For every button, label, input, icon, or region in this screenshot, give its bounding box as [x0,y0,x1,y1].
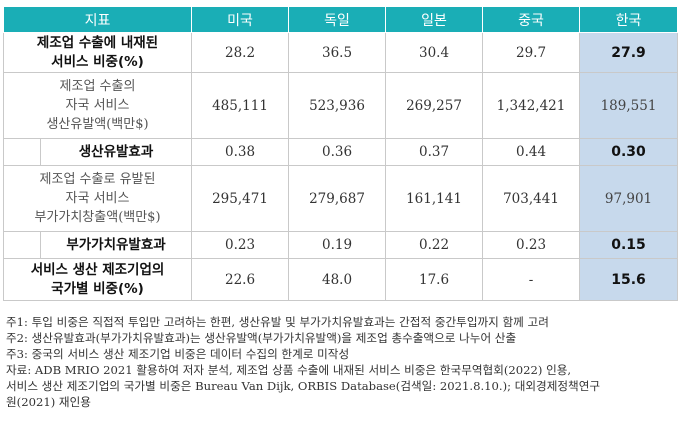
cell-usa: 0.23 [191,231,290,259]
cell-japan: 17.6 [385,258,484,301]
cell-germany: 48.0 [288,258,387,301]
table-row: 제조업 수출의 자국 서비스 생산유발액(백만$) 485,111 523,93… [2,72,679,139]
comparison-table: 지표 미국 독일 일본 중국 한국 제조업 수출에 내재된 서비스 비중(%) … [2,6,679,301]
cell-germany: 279,687 [288,165,387,232]
row-label-line: 제조업 수출에 내재된 [36,34,159,51]
row-label-manufacturer-share: 서비스 생산 제조기업의 국가별 비중(%) [2,258,193,301]
header-japan: 일본 [385,6,484,33]
row-label-line: 제조업 수출의 [59,79,136,94]
table-row: 서비스 생산 제조기업의 국가별 비중(%) 22.6 48.0 17.6 - … [2,258,679,301]
indent-cell [3,138,41,166]
row-label-line: 생산유발효과 [78,143,154,160]
cell-china: 1,342,421 [482,72,581,139]
cell-japan: 269,257 [385,72,484,139]
footnote-1: 주1: 투입 비중은 직접적 투입만 고려하는 한편, 생산유발 및 부가가치유… [6,315,549,329]
cell-usa: 28.2 [191,32,290,73]
indent-cell [3,231,41,259]
row-label-production-effect: 생산유발효과 [39,138,193,166]
row-label-line: 부가가치창출액(백만$) [34,210,161,225]
cell-germany: 0.19 [288,231,387,259]
table-row: 부가가치유발효과 0.23 0.19 0.22 0.23 0.15 [3,231,679,259]
cell-usa: 0.38 [191,138,290,166]
cell-usa: 22.6 [191,258,290,301]
cell-korea: 0.15 [579,231,679,259]
cell-japan: 30.4 [385,32,484,73]
footnote-3: 주3: 중국의 서비스 생산 제조기업 비중은 데이터 수집의 한계로 미작성 [6,347,350,361]
row-label-value-added-effect: 부가가치유발효과 [39,231,193,259]
table-header-row: 지표 미국 독일 일본 중국 한국 [2,6,679,33]
cell-germany: 523,936 [288,72,387,139]
header-indicator: 지표 [2,6,193,33]
cell-usa: 295,471 [191,165,290,232]
header-china: 중국 [482,6,581,33]
row-label-line: 서비스 생산 제조기업의 [30,261,165,278]
cell-korea: 15.6 [579,258,679,301]
row-label-line: 서비스 비중(%) [51,53,144,70]
cell-china: 0.44 [482,138,581,166]
row-label-line: 제조업 수출로 유발된 [39,172,156,187]
cell-japan: 0.22 [385,231,484,259]
cell-china: 703,441 [482,165,581,232]
footnote-2: 주2: 생산유발효과(부가가치유발효과)는 생산유발액(부가가치유발액)을 제조… [6,331,517,345]
row-label-value-added: 제조업 수출로 유발된 자국 서비스 부가가치창출액(백만$) [2,165,193,232]
source-line-3: 원(2021) 재인용 [6,395,91,409]
table-row: 제조업 수출로 유발된 자국 서비스 부가가치창출액(백만$) 295,471 … [2,165,679,232]
row-label-line: 부가가치유발효과 [66,236,166,253]
header-germany: 독일 [288,6,387,33]
cell-usa: 485,111 [191,72,290,139]
row-label-line: 생산유발액(백만$) [46,117,149,132]
row-label-production-induced: 제조업 수출의 자국 서비스 생산유발액(백만$) [2,72,193,139]
cell-japan: 0.37 [385,138,484,166]
cell-germany: 0.36 [288,138,387,166]
table-row: 생산유발효과 0.38 0.36 0.37 0.44 0.30 [3,138,679,166]
row-label-line: 자국 서비스 [65,191,130,206]
source-line-2: 서비스 생산 제조기업의 국가별 비중은 Bureau Van Dijk, OR… [6,379,601,393]
table-row: 제조업 수출에 내재된 서비스 비중(%) 28.2 36.5 30.4 29.… [2,32,679,73]
cell-china: 0.23 [482,231,581,259]
row-label-service-share: 제조업 수출에 내재된 서비스 비중(%) [2,32,193,73]
source-line-1: 자료: ADB MRIO 2021 활용하여 저자 분석, 제조업 상품 수출에… [6,363,572,377]
row-label-line: 자국 서비스 [65,98,130,113]
cell-china: - [482,258,581,301]
cell-korea: 27.9 [579,32,679,73]
cell-korea: 0.30 [579,138,679,166]
cell-korea: 189,551 [579,72,679,139]
cell-germany: 36.5 [288,32,387,73]
header-korea: 한국 [579,6,679,33]
footnotes: 주1: 투입 비중은 직접적 투입만 고려하는 한편, 생산유발 및 부가가치유… [6,314,674,410]
cell-china: 29.7 [482,32,581,73]
cell-korea: 97,901 [579,165,679,232]
header-usa: 미국 [191,6,290,33]
cell-japan: 161,141 [385,165,484,232]
row-label-line: 국가별 비중(%) [51,280,144,297]
